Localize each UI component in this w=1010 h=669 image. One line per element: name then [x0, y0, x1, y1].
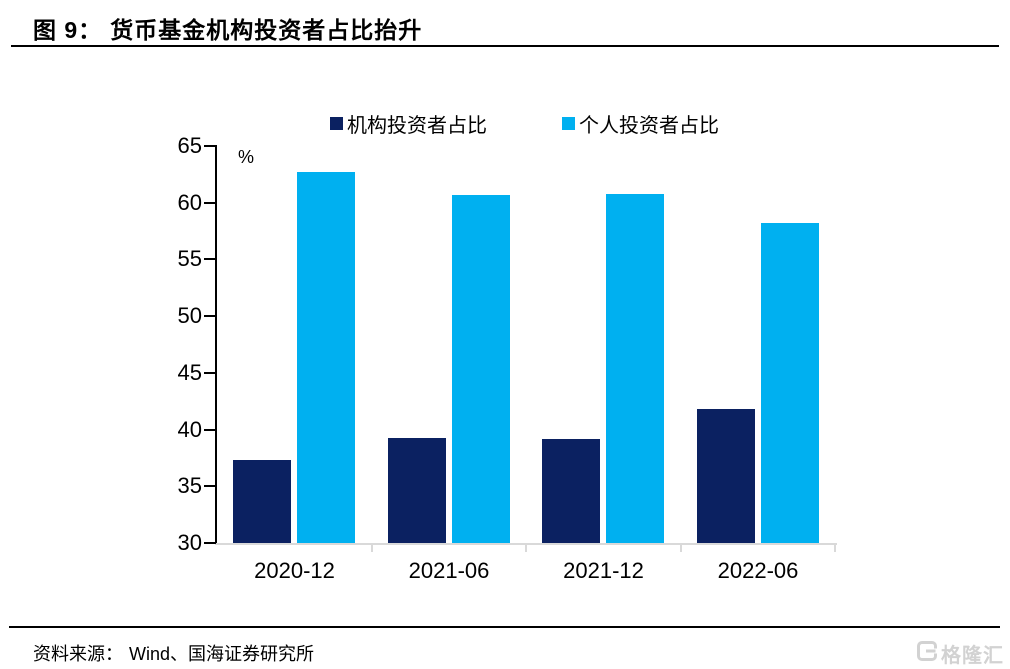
gelonghui-watermark: 格隆汇 — [915, 639, 1004, 668]
y-axis-tick-60 — [204, 201, 216, 204]
x-axis-separator-tick — [679, 543, 682, 552]
y-axis-label-55: 55 — [177, 246, 202, 272]
legend-label: 机构投资者占比 — [347, 113, 487, 137]
y-axis-tick-50 — [204, 315, 216, 318]
y-axis-tick-35 — [204, 485, 216, 488]
bar-chart: % 65 60 55 50 45 40 35 30 2020-12 2021-06 2021-12 2… — [177, 133, 837, 583]
y-axis-tick-30 — [204, 542, 216, 544]
watermark-text: 格隆汇 — [941, 643, 1004, 667]
y-axis-label-65: 65 — [177, 133, 202, 158]
legend-label: 个人投资者占比 — [579, 113, 719, 137]
figure-number-label: 图 9： — [33, 17, 103, 43]
legend-item-机构投资者占比: 机构投资者占比 — [330, 109, 487, 138]
bar-个人投资者占比-2021-06 — [451, 194, 510, 543]
x-axis-separator-tick — [834, 543, 836, 552]
x-axis-label-2021-12: 2021-12 — [563, 558, 644, 583]
gelonghui-logo-icon — [915, 639, 939, 668]
x-axis-label-2021-06: 2021-06 — [408, 558, 490, 583]
x-axis-label-2022-06: 2022-06 — [717, 558, 799, 583]
legend-item-个人投资者占比: 个人投资者占比 — [562, 109, 719, 138]
y-axis-unit-label: % — [238, 147, 255, 167]
y-axis-label-35: 35 — [177, 473, 202, 499]
y-axis-label-30: 30 — [177, 530, 202, 555]
y-axis-tick-55 — [204, 258, 216, 261]
y-axis-tick-65 — [204, 145, 216, 147]
y-axis-label-45: 45 — [177, 359, 202, 385]
legend-swatch-icon — [562, 117, 575, 130]
x-axis-separator-tick — [525, 543, 527, 552]
figure-title: 图 9： 货币基金机构投资者占比抬升 — [33, 11, 422, 45]
source-text: Wind、国海证券研究所 — [129, 644, 315, 664]
bar-个人投资者占比-2021-12 — [606, 193, 665, 543]
y-axis-line — [215, 145, 217, 543]
figure-title-text: 货币基金机构投资者占比抬升 — [110, 17, 423, 44]
source-label: 资料来源： — [33, 644, 123, 665]
x-axis-label-2020-12: 2020-12 — [254, 558, 335, 583]
y-axis-label-50: 50 — [177, 303, 202, 329]
y-axis-tick-45 — [204, 371, 216, 374]
bar-机构投资者占比-2021-12 — [542, 438, 601, 543]
source-line: 资料来源： Wind、国海证券研究所 — [33, 640, 314, 666]
bar-个人投资者占比-2022-06 — [760, 223, 819, 543]
y-axis-label-60: 60 — [177, 189, 202, 215]
legend-swatch-icon — [330, 117, 343, 130]
x-axis-separator-tick — [370, 543, 373, 552]
bar-机构投资者占比-2022-06 — [696, 409, 755, 543]
title-divider-line — [11, 45, 999, 47]
y-axis-tick-40 — [204, 428, 216, 431]
bar-个人投资者占比-2020-12 — [297, 172, 356, 543]
bar-机构投资者占比-2021-06 — [387, 437, 446, 543]
y-axis-label-40: 40 — [177, 416, 202, 442]
footer-divider-line — [9, 626, 1000, 628]
bar-机构投资者占比-2020-12 — [233, 460, 292, 543]
